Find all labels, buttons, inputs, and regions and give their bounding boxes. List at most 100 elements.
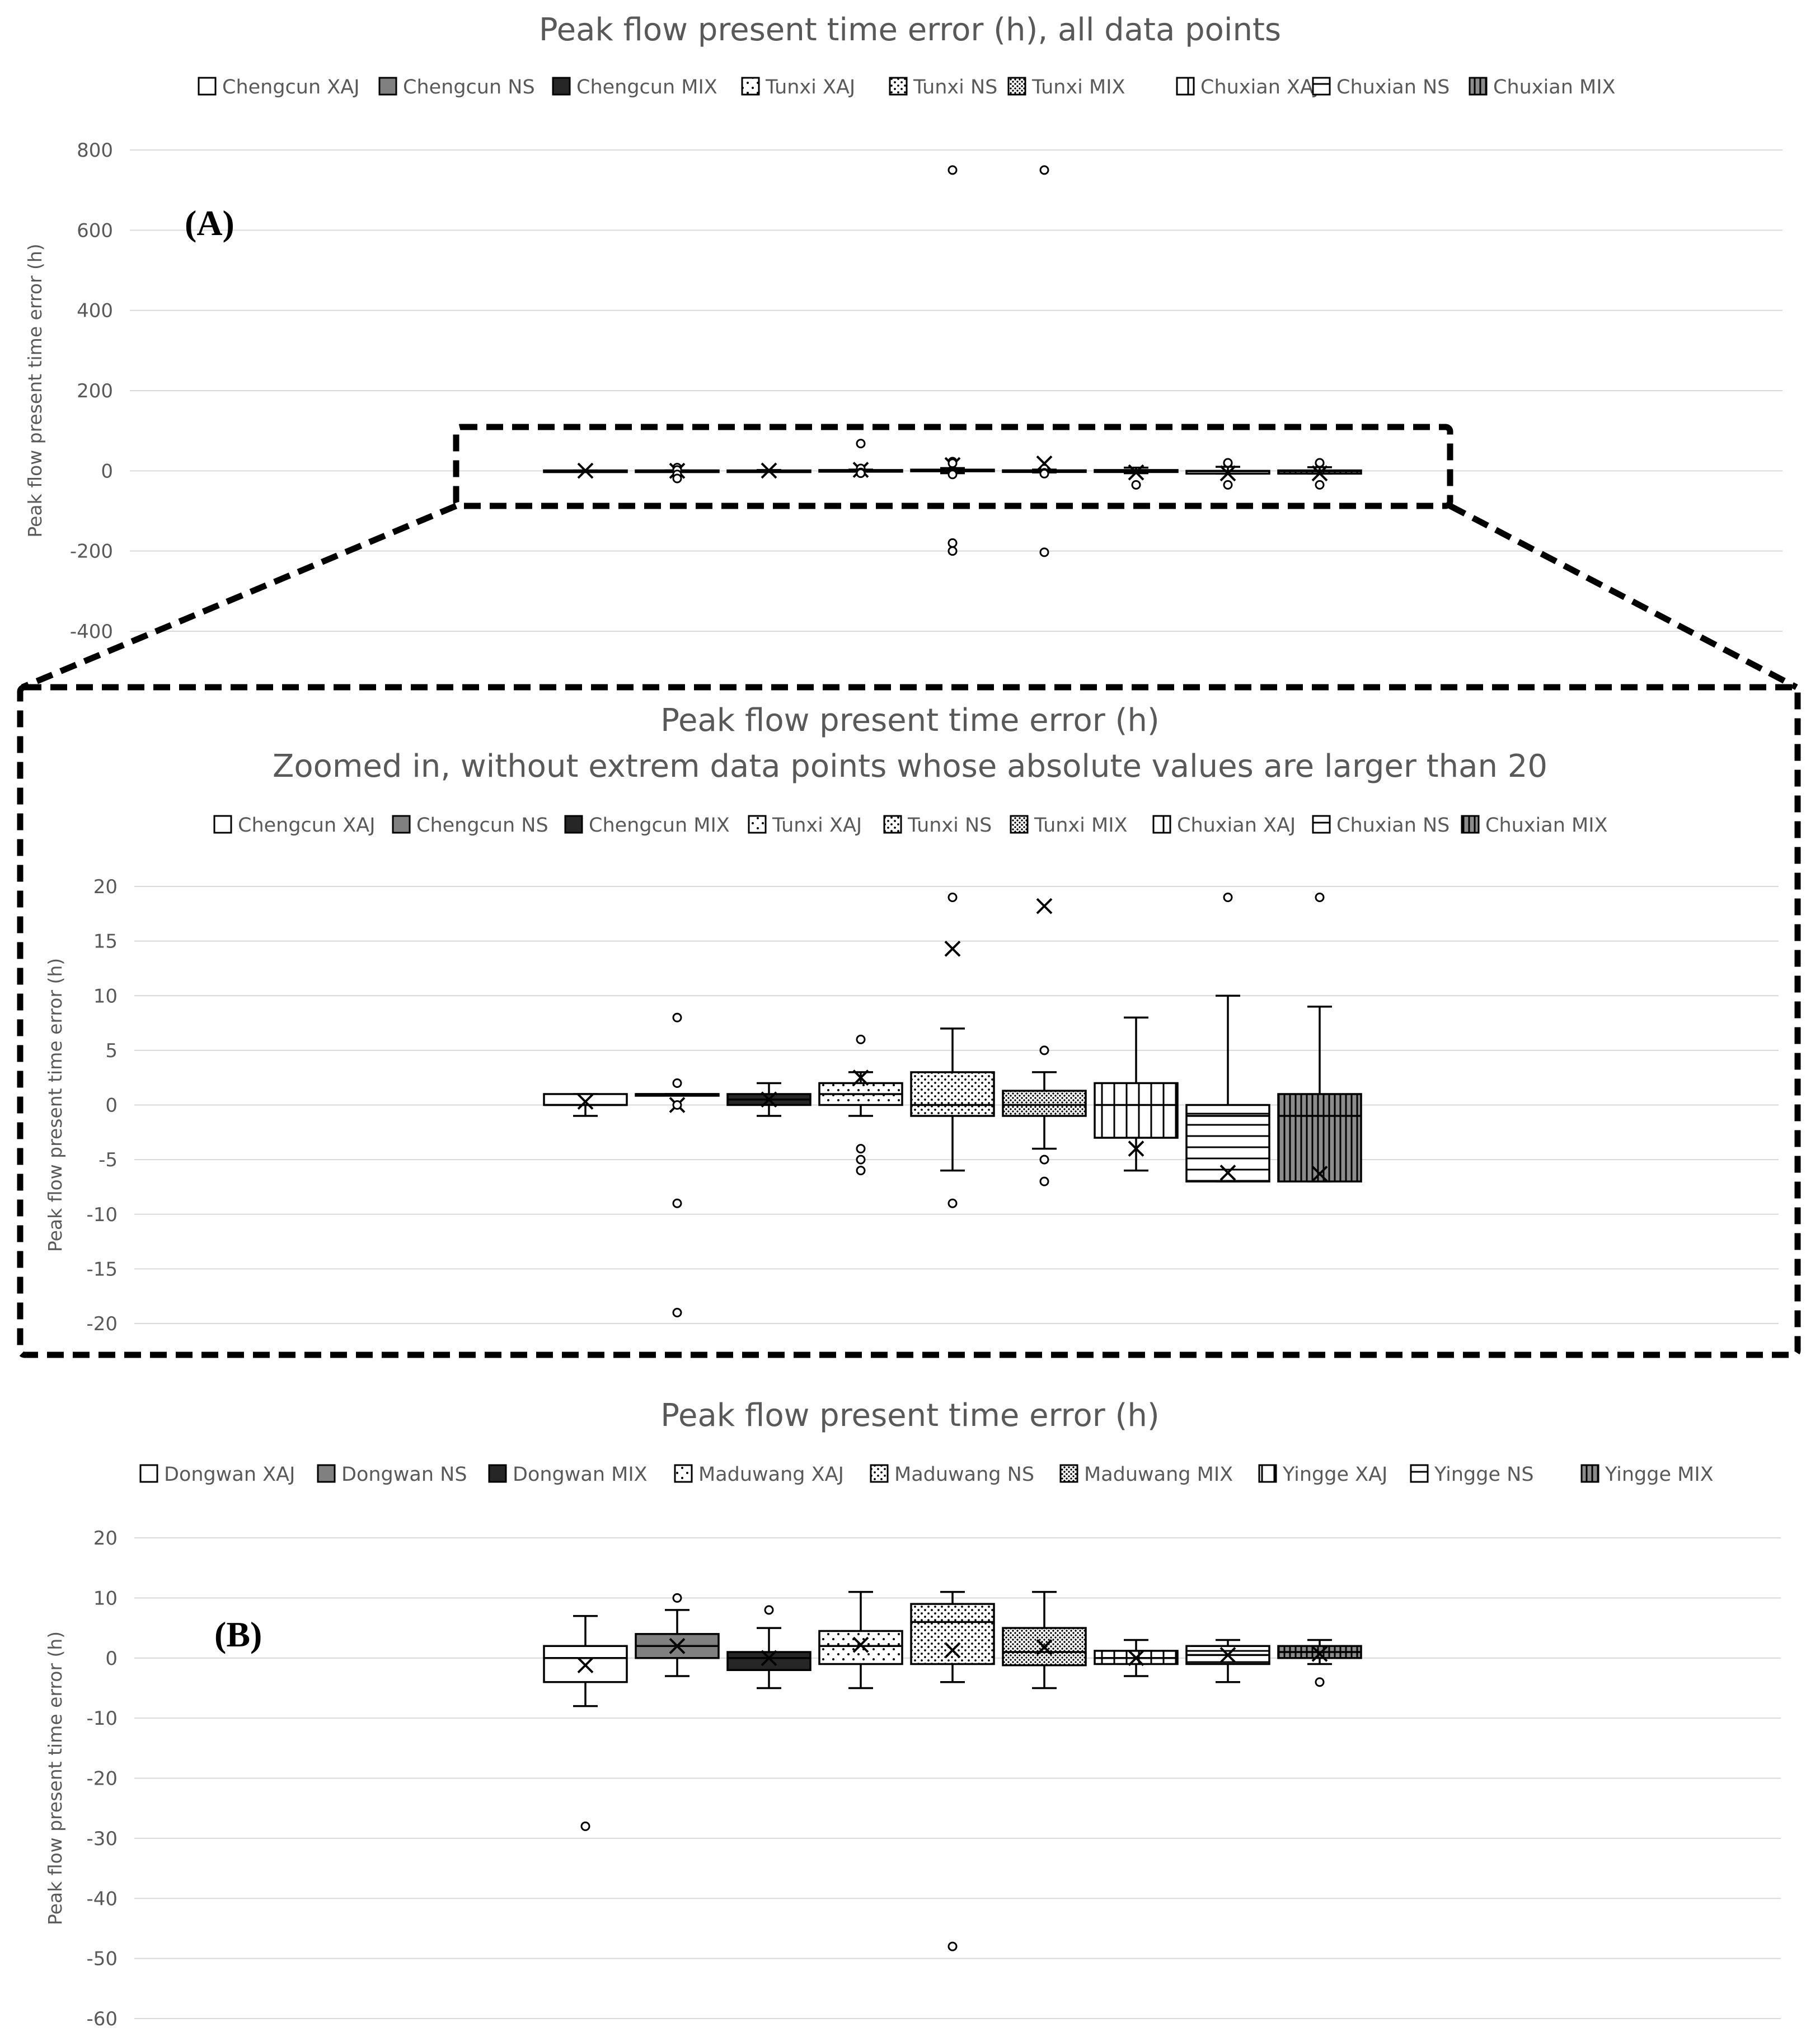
y-tick-label: 400 <box>77 300 113 322</box>
y-tick-label: 0 <box>105 1648 118 1670</box>
legend-entry: Maduwang NS <box>894 1463 1034 1486</box>
outlier-point <box>1315 1677 1325 1687</box>
box-chuxian-ns <box>1185 458 1270 490</box>
outlier-point <box>1315 480 1325 490</box>
y-tick-label: -200 <box>70 541 113 563</box>
y-tick-label: -10 <box>86 1707 118 1730</box>
y-tick-label: 600 <box>77 219 113 242</box>
mean-marker <box>761 1091 777 1108</box>
legend-swatch <box>1410 1464 1429 1483</box>
legend-swatch <box>1312 815 1331 834</box>
outlier-point <box>672 1100 682 1110</box>
legend-entry: Chuxian NS <box>1336 814 1450 837</box>
legend-entry: Dongwan XAJ <box>164 1463 295 1486</box>
mean-marker <box>1219 1646 1236 1663</box>
outlier-point <box>1223 458 1233 468</box>
box-tunxi-ns <box>910 165 995 556</box>
outlier-point <box>672 473 682 484</box>
y-tick-label: -15 <box>86 1258 118 1280</box>
mean-marker <box>577 462 594 479</box>
box-tunxi-ns <box>910 893 995 1208</box>
chart-A-zoom: Peak flow present time error (h) Zoomed i… <box>44 702 1779 1335</box>
zoom-callout <box>17 424 1801 1358</box>
y-tick-label: -60 <box>86 2008 118 2030</box>
y-tick-label: 15 <box>93 931 118 953</box>
legend-swatch <box>1007 77 1026 96</box>
outlier-point <box>672 1307 682 1317</box>
y-tick-label: -20 <box>86 1313 118 1335</box>
legend-entry: Dongwan MIX <box>513 1463 648 1486</box>
legend-entry: Chengcun MIX <box>576 76 717 98</box>
outlier-point <box>1039 1176 1049 1186</box>
outlier-point <box>580 1821 590 1831</box>
legend-swatch <box>870 1464 889 1483</box>
outlier-point <box>1039 1155 1049 1165</box>
outlier-point <box>856 439 866 449</box>
y-tick-label: 10 <box>93 1587 118 1609</box>
y-axis-label: Peak flow present time error (h) <box>44 958 66 1252</box>
mean-marker <box>1219 465 1236 482</box>
outlier-point <box>856 1144 866 1154</box>
legend-swatch <box>552 77 571 96</box>
y-tick-label: -30 <box>86 1828 118 1850</box>
outlier-point <box>1223 480 1233 490</box>
legend-entry: Chuxian XAJ <box>1177 814 1296 837</box>
mean-marker <box>577 1657 594 1674</box>
legend-entry: Tunxi NS <box>913 76 997 98</box>
outlier-point <box>1223 893 1233 903</box>
box-iqr <box>1002 1090 1087 1117</box>
legend-entry: Chengcun NS <box>416 814 548 837</box>
y-axis-label: Peak flow present time error (h) <box>24 243 46 537</box>
zoom-connector-right <box>1448 503 1798 690</box>
legend-entry: Tunxi MIX <box>1031 76 1125 98</box>
mean-marker <box>761 462 777 479</box>
box-iqr <box>910 1603 995 1665</box>
chart-A: Peak flow present time error (h), all da… <box>24 12 1783 643</box>
legend-swatch <box>1176 77 1195 96</box>
mean-marker <box>1311 1645 1328 1662</box>
y-axis-label: Peak flow present time error (h) <box>44 1631 66 1925</box>
mean-marker <box>1219 1165 1236 1181</box>
legend-entry: Yingge NS <box>1434 1463 1534 1486</box>
legend-entry: Chengcun MIX <box>589 814 730 837</box>
box-maduwang-xaj <box>818 1590 903 1690</box>
box-chengcun-xaj <box>543 462 628 479</box>
outlier-point <box>672 1198 682 1208</box>
legend-swatch <box>748 815 767 834</box>
box-dongwan-xaj <box>543 1615 628 1831</box>
mean-marker <box>1036 1639 1053 1655</box>
box-yingge-xaj <box>1094 1639 1179 1677</box>
box-chengcun-ns <box>635 1012 720 1317</box>
mean-marker <box>1128 464 1144 481</box>
box-dongwan-ns <box>635 1593 720 1677</box>
legend-swatch <box>674 1464 693 1483</box>
legend-swatch <box>1258 1464 1277 1483</box>
mean-marker <box>761 1650 777 1667</box>
box-chuxian-mix <box>1277 458 1362 490</box>
outlier-point <box>947 1941 958 1951</box>
outlier-point <box>947 470 958 480</box>
box-chengcun-ns <box>635 462 720 484</box>
chart-title: Peak flow present time error (h) <box>660 702 1159 739</box>
box-chengcun-mix <box>726 1082 812 1117</box>
outlier-point <box>1039 1045 1049 1055</box>
mean-marker <box>1311 465 1328 482</box>
y-tick-label: 800 <box>77 139 113 162</box>
legend-swatch <box>488 1464 507 1483</box>
legend-entry: Yingge XAJ <box>1282 1463 1387 1486</box>
outlier-point <box>947 893 958 903</box>
mean-marker <box>852 1069 869 1086</box>
zoom-region-frame <box>453 424 1453 509</box>
y-tick-label: 10 <box>93 985 118 1007</box>
mean-marker <box>1311 1166 1328 1182</box>
legend-entry: Chuxian MIX <box>1493 76 1616 98</box>
mean-marker <box>669 1637 686 1654</box>
outlier-point <box>947 538 958 548</box>
mean-marker <box>944 1642 961 1659</box>
mean-marker <box>1128 1141 1144 1157</box>
mean-marker <box>1036 898 1053 914</box>
outlier-point <box>672 1012 682 1022</box>
box-iqr <box>1094 1082 1179 1139</box>
box-chuxian-ns <box>1185 893 1270 1182</box>
legend-entry: Tunxi MIX <box>1034 814 1128 837</box>
